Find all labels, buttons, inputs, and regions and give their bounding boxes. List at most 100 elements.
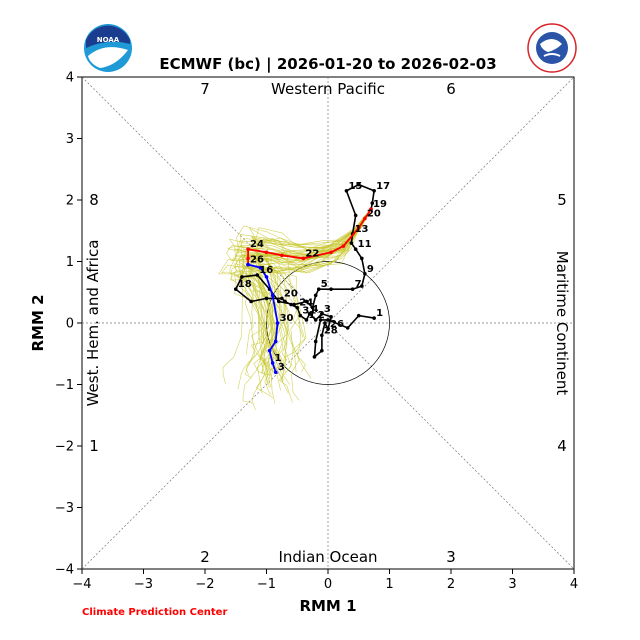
region-indian-ocean: Indian Ocean (278, 548, 377, 566)
phase-1-label: 1 (89, 437, 99, 455)
track-point (313, 339, 318, 344)
track-point (360, 284, 364, 288)
y-tick-label: −2 (55, 440, 74, 455)
day-label: 26 (250, 255, 264, 266)
track-point (318, 318, 323, 322)
track-point (233, 287, 238, 291)
ensemble-member-line (253, 209, 372, 391)
forecast-tracks (233, 182, 376, 375)
track-point (344, 188, 349, 193)
track-point (326, 318, 330, 322)
track-point (329, 315, 333, 319)
x-tick-label: 0 (324, 577, 332, 592)
x-axis-label: RMM 1 (299, 597, 356, 615)
phase-8-label: 8 (89, 191, 99, 209)
day-label: 2 (318, 310, 325, 321)
ensemble-member-line (234, 209, 372, 374)
noaa-logo: NOAA (84, 24, 132, 72)
phase-2-label: 2 (200, 548, 210, 566)
day-label: 5 (321, 279, 328, 290)
track-point (329, 287, 333, 291)
track-point (313, 293, 318, 298)
track-point (273, 370, 278, 375)
track-point (275, 321, 280, 325)
track-point (273, 339, 278, 344)
phase-3-label: 3 (446, 548, 456, 566)
track-point (356, 182, 361, 187)
track-point (363, 272, 367, 276)
track-point (280, 253, 284, 258)
day-label: 20 (284, 288, 298, 299)
track-point (267, 348, 272, 353)
day-label: 26 (330, 319, 344, 330)
phase-dividers (81, 76, 575, 570)
track-point (277, 299, 281, 304)
ensemble-member-line (264, 209, 372, 403)
x-tick-label: 2 (447, 577, 455, 592)
x-tick-label: −1 (257, 577, 276, 592)
region-western-pacific: Western Pacific (271, 80, 385, 98)
day-label: 18 (238, 279, 252, 290)
track-point (320, 333, 324, 338)
phase-4-label: 4 (557, 437, 567, 455)
amplitude-one-circle (266, 261, 390, 385)
track-point (345, 326, 350, 330)
day-label: 4 (312, 304, 319, 315)
track-point (249, 299, 253, 304)
y-tick-label: −1 (55, 378, 74, 393)
phase-7-label: 7 (200, 80, 210, 98)
day-label: 3 (278, 362, 285, 373)
track-point (326, 327, 330, 331)
x-tick-label: 4 (570, 577, 578, 592)
day-label: 19 (373, 199, 387, 210)
track-point (280, 296, 284, 301)
ensemble-member-line (234, 209, 372, 385)
svg-text:NOAA: NOAA (97, 36, 120, 44)
y-tick-label: 2 (66, 194, 74, 209)
x-tick-label: 3 (508, 577, 516, 592)
track-point (320, 311, 324, 316)
track-point (353, 247, 358, 251)
ensemble-member-line (233, 209, 372, 376)
region-west-hem-africa: West. Hem. and Africa (84, 240, 102, 407)
day-label: 9 (367, 264, 374, 275)
ensemble-member-line (228, 209, 372, 385)
y-tick-label: −4 (55, 563, 74, 578)
track-point (307, 311, 312, 316)
track-point (295, 305, 300, 310)
track-point (372, 316, 376, 320)
day-label: 3 (324, 304, 331, 315)
day-label: 13 (355, 224, 369, 235)
credit-text: Climate Prediction Center (82, 607, 227, 618)
day-label: 30 (280, 313, 294, 324)
track-point (301, 256, 306, 261)
day-label: 11 (358, 239, 372, 250)
day-label: 1 (275, 353, 282, 364)
track-point (264, 250, 269, 255)
track-point (372, 188, 376, 193)
x-tick-label: −3 (134, 577, 153, 592)
y-tick-label: 0 (66, 317, 74, 332)
phase-5-label: 5 (557, 191, 567, 209)
track-point (283, 299, 287, 304)
track-point (349, 241, 354, 245)
track-point (312, 355, 317, 359)
y-tick-label: 3 (66, 132, 74, 147)
track-point (264, 275, 269, 279)
track-point (270, 293, 275, 298)
day-label: 31 (302, 306, 316, 317)
ensemble-member-line (233, 209, 372, 390)
day-label: 22 (305, 248, 319, 259)
day-label: 24 (299, 298, 313, 309)
track-point (360, 256, 364, 261)
track-point (341, 244, 346, 248)
track-point (363, 216, 367, 221)
track-point (246, 262, 250, 267)
day-label: 28 (324, 325, 338, 336)
day-label: 17 (376, 181, 390, 192)
ensemble-member-line (231, 208, 372, 345)
x-tick-label: −2 (195, 577, 214, 592)
track-point (316, 287, 321, 291)
